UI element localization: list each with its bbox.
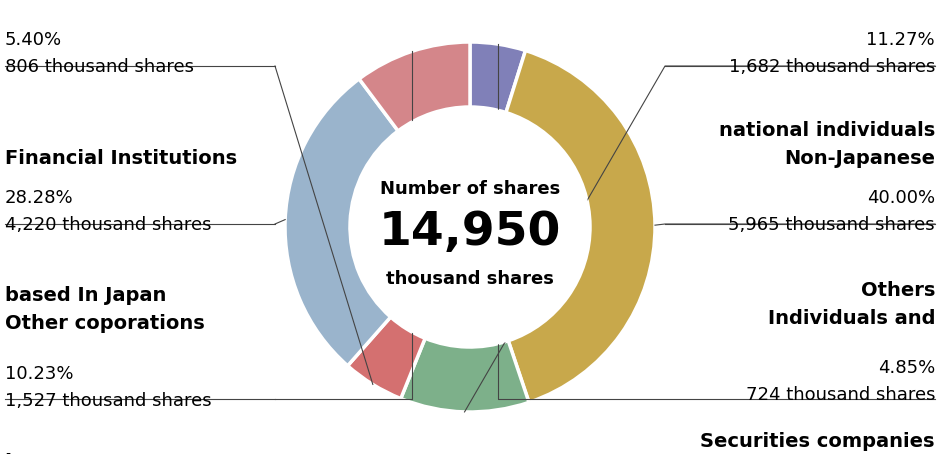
- Text: Others: Others: [861, 281, 935, 300]
- Text: 11.27%: 11.27%: [867, 31, 935, 49]
- Wedge shape: [359, 42, 470, 131]
- Text: 5,965 thousand shares: 5,965 thousand shares: [728, 216, 935, 234]
- Text: 724 thousand shares: 724 thousand shares: [745, 386, 935, 404]
- Text: 14,950: 14,950: [379, 209, 561, 255]
- Text: Financial Institutions: Financial Institutions: [5, 149, 237, 168]
- Wedge shape: [506, 50, 655, 402]
- Text: Securities companies: Securities companies: [700, 432, 935, 451]
- Wedge shape: [470, 42, 525, 113]
- Text: 28.28%: 28.28%: [5, 189, 73, 207]
- Text: In own or company name: In own or company name: [5, 452, 281, 454]
- Text: 1,527 thousand shares: 1,527 thousand shares: [5, 392, 212, 410]
- Text: 40.00%: 40.00%: [867, 189, 935, 207]
- Text: 4,220 thousand shares: 4,220 thousand shares: [5, 216, 212, 234]
- Text: 5.40%: 5.40%: [5, 31, 62, 49]
- Circle shape: [350, 107, 590, 347]
- Text: Non-Japanese: Non-Japanese: [784, 149, 935, 168]
- Text: 4.85%: 4.85%: [878, 359, 935, 377]
- Wedge shape: [348, 317, 425, 399]
- Text: Other coporations: Other coporations: [5, 314, 205, 333]
- Text: Number of shares: Number of shares: [380, 180, 560, 198]
- Text: 1,682 thousand shares: 1,682 thousand shares: [728, 58, 935, 76]
- Text: national individuals: national individuals: [719, 121, 935, 140]
- Wedge shape: [400, 338, 529, 412]
- Text: based In Japan: based In Japan: [5, 286, 166, 305]
- Text: Individuals and: Individuals and: [767, 309, 935, 328]
- Text: 10.23%: 10.23%: [5, 365, 73, 383]
- Text: thousand shares: thousand shares: [386, 270, 554, 288]
- Wedge shape: [285, 79, 398, 366]
- Text: 806 thousand shares: 806 thousand shares: [5, 58, 194, 76]
